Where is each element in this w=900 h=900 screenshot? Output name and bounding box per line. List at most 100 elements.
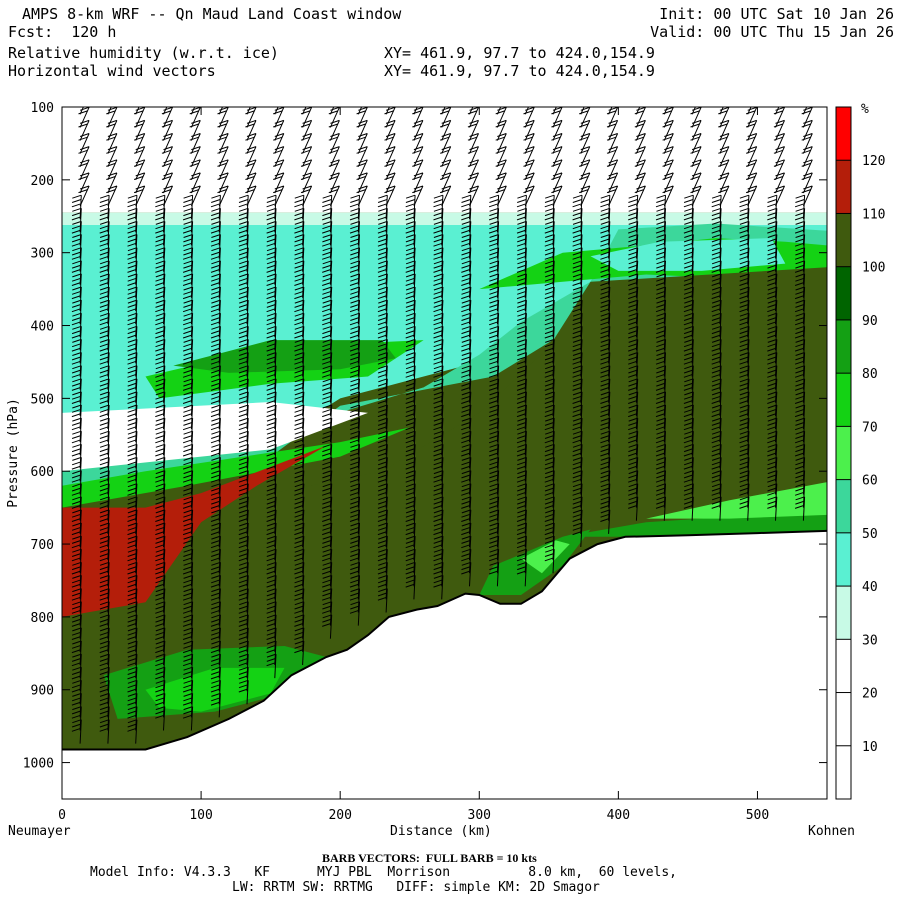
wind-barb-shaft <box>107 120 118 141</box>
wind-barb-shaft <box>747 286 750 312</box>
wind-barb-shaft <box>329 208 333 233</box>
wind-barb-flag <box>266 583 276 588</box>
wind-barb-flag <box>378 443 388 448</box>
wind-barb-flag <box>803 146 813 151</box>
wind-barb-flag <box>711 203 721 208</box>
wind-barb-flag <box>350 317 360 321</box>
wind-barb-shaft <box>802 107 813 128</box>
wind-barb-flag <box>350 238 360 243</box>
wind-barb-flag <box>767 199 777 203</box>
wind-barb-shaft <box>469 470 472 495</box>
wind-barb-flag <box>497 133 507 137</box>
wind-barb-flag <box>239 679 249 684</box>
wind-barb-flag <box>544 439 554 444</box>
wind-barb-shaft <box>552 536 555 561</box>
wind-barb-flag <box>545 483 555 488</box>
wind-barb-shaft <box>357 195 360 220</box>
wind-barb-flag <box>628 212 638 217</box>
wind-barb-flag <box>127 229 137 234</box>
wind-barb-flag <box>127 334 137 339</box>
wind-barb-flag <box>71 225 82 230</box>
wind-barb-flag <box>795 303 805 308</box>
wind-barb-flag <box>634 136 644 141</box>
wind-barb-flag <box>183 539 193 544</box>
wind-barb-shaft <box>190 378 194 403</box>
wind-barb-flag <box>127 435 137 439</box>
wind-barb-flag <box>275 94 284 97</box>
wind-barb-flag <box>775 119 785 124</box>
wind-barb-shaft <box>79 536 82 561</box>
wind-barb-flag <box>219 107 229 111</box>
wind-barb-flag <box>99 662 109 667</box>
wind-barb-flag <box>767 290 777 295</box>
wind-barb-flag <box>767 273 777 278</box>
wind-barb-flag <box>266 557 276 562</box>
wind-barb-flag <box>127 408 137 413</box>
wind-barb-flag <box>739 295 749 300</box>
wind-barb-flag <box>238 504 248 509</box>
wind-barb-flag <box>719 146 730 151</box>
wind-barb-shaft <box>413 431 416 456</box>
wind-barb-flag <box>322 386 332 391</box>
wind-barb-shaft <box>413 208 416 233</box>
wind-barb-flag <box>266 566 276 571</box>
wind-barb-flag <box>656 378 666 383</box>
wind-barb-flag <box>683 439 694 444</box>
wind-barb-flag <box>802 98 811 101</box>
wind-barb-flag <box>155 627 165 632</box>
wind-barb-shaft <box>413 522 416 548</box>
wind-barb-shaft <box>413 286 416 312</box>
wind-barb-flag <box>683 308 694 313</box>
wind-barb-shaft <box>190 365 194 390</box>
wind-barb-shaft <box>79 588 82 613</box>
wind-barb-flag <box>413 185 424 190</box>
wind-barb-shaft <box>246 313 249 338</box>
wind-barb-shaft <box>274 300 277 325</box>
wind-barb-flag <box>71 513 82 518</box>
wind-barb-flag <box>794 229 805 234</box>
wind-barb-flag <box>517 391 527 396</box>
wind-barb-flag <box>600 439 610 444</box>
wind-barb-flag <box>433 448 443 453</box>
wind-barb-flag <box>600 513 610 518</box>
wind-barb-shaft <box>413 159 424 181</box>
wind-barb-shaft <box>580 260 583 285</box>
wind-barb-flag <box>273 149 283 154</box>
wind-barb-shaft <box>802 444 806 469</box>
wind-barb-flag <box>461 435 471 439</box>
wind-barb-flag <box>405 417 416 422</box>
wind-barb-flag <box>155 203 165 208</box>
wind-barb-flag <box>523 110 533 115</box>
wind-barb-flag <box>711 461 722 466</box>
wind-barb-flag <box>210 373 221 378</box>
wind-barb-flag <box>600 321 610 326</box>
wind-barb-flag <box>572 378 583 383</box>
wind-barb-shaft <box>274 286 277 312</box>
wind-barb-shaft <box>274 313 277 338</box>
wind-barb-flag <box>683 343 694 348</box>
wind-barb-flag <box>99 609 109 614</box>
wind-barb-flag <box>739 264 749 269</box>
wind-barb-shaft <box>79 418 82 443</box>
wind-barb-flag <box>413 172 424 177</box>
wind-barb-flag <box>405 343 416 348</box>
wind-barb-flag <box>294 636 304 640</box>
wind-barb-shaft <box>79 159 90 181</box>
wind-barb-flag <box>99 640 110 645</box>
wind-barb-shaft <box>135 431 138 456</box>
wind-barb-flag <box>656 443 666 448</box>
wind-barb-flag <box>127 369 137 374</box>
wind-barb-flag <box>182 596 193 601</box>
wind-barb-flag <box>794 216 805 221</box>
wind-barb-flag <box>517 535 527 540</box>
wind-barb-shaft <box>691 195 694 220</box>
wind-barb-shaft <box>552 391 555 416</box>
wind-barb-flag <box>384 123 394 128</box>
wind-barb-flag <box>350 461 360 466</box>
wind-barb-flag <box>545 535 555 540</box>
wind-barb-flag <box>127 360 137 365</box>
wind-barb-flag <box>609 94 618 97</box>
wind-barb-flag <box>600 194 610 199</box>
wind-barb-flag <box>767 330 777 335</box>
wind-barb-shaft <box>413 352 416 377</box>
